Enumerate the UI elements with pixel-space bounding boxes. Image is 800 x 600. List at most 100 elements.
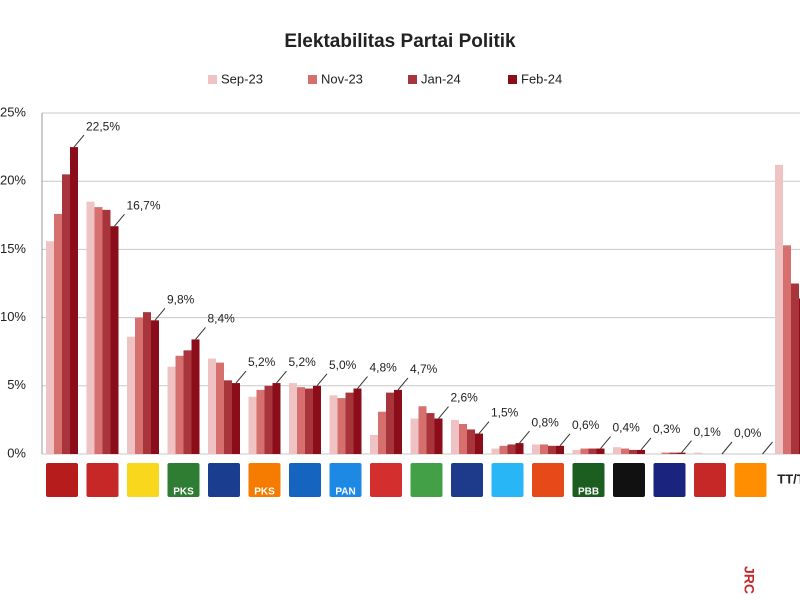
- bar: [264, 385, 273, 454]
- bar: [459, 423, 467, 454]
- bar: [791, 283, 799, 454]
- x-tick-label: PKS: [254, 487, 275, 498]
- label-leader: [235, 370, 247, 384]
- bar: [386, 392, 394, 454]
- bar: [62, 174, 70, 454]
- watermark: JRC: [741, 566, 757, 594]
- label-leader: [276, 370, 287, 384]
- label-leader: [357, 376, 368, 389]
- bar: [613, 447, 621, 454]
- label-leader: [438, 406, 449, 419]
- bar: [637, 449, 645, 454]
- value-label: 4,7%: [410, 362, 438, 376]
- party-logo: [613, 463, 645, 497]
- value-label: 5,2%: [248, 355, 276, 369]
- value-label: 8,4%: [208, 312, 236, 326]
- party-logo: [532, 463, 564, 497]
- value-label: 9,8%: [167, 292, 195, 306]
- value-label: 5,0%: [329, 358, 357, 372]
- value-label: 16,7%: [127, 198, 161, 212]
- bar: [572, 449, 581, 454]
- chart-title: Elektabilitas Partai Politik: [284, 31, 516, 52]
- bar: [248, 396, 257, 454]
- party-logo: [370, 463, 402, 497]
- y-tick-label: 0%: [7, 445, 26, 460]
- bar: [507, 444, 516, 454]
- label-leader: [681, 440, 692, 453]
- label-leader: [195, 327, 206, 340]
- legend-swatch: [208, 75, 217, 84]
- bar: [135, 317, 143, 454]
- legend-label: Feb-24: [521, 71, 562, 86]
- legend-label: Sep-23: [221, 71, 263, 86]
- y-tick-label: 10%: [0, 309, 26, 324]
- bar: [353, 388, 362, 454]
- bar: [183, 350, 192, 454]
- party-logo: [289, 463, 321, 497]
- bar: [588, 448, 597, 454]
- bar: [216, 362, 224, 454]
- bar: [313, 385, 321, 454]
- value-label: 0,1%: [694, 425, 722, 439]
- label-leader: [600, 436, 611, 449]
- bar: [94, 207, 103, 454]
- value-label: 2,6%: [451, 391, 479, 405]
- bar: [329, 395, 338, 454]
- bar: [256, 389, 265, 454]
- y-tick-label: 25%: [0, 104, 26, 119]
- bar: [46, 241, 54, 454]
- party-logo: [208, 463, 240, 497]
- legend-label: Jan-24: [421, 71, 461, 86]
- bar: [378, 411, 386, 454]
- bar: [272, 383, 281, 454]
- bar: [556, 445, 564, 454]
- bar: [661, 452, 670, 454]
- bar: [54, 213, 62, 454]
- party-logo: [248, 463, 281, 497]
- value-label: 0,8%: [532, 415, 560, 429]
- value-label: 4,8%: [370, 361, 398, 375]
- label-leader: [397, 377, 409, 391]
- bar: [694, 452, 702, 454]
- bar: [191, 339, 200, 454]
- x-tick-label: TT/T: [777, 471, 800, 486]
- label-leader: [316, 373, 328, 387]
- bar: [669, 452, 678, 454]
- bar: [621, 448, 629, 454]
- bar: [394, 389, 402, 454]
- party-logo: [329, 463, 362, 497]
- value-label: 0,4%: [613, 421, 641, 435]
- bar: [102, 209, 111, 454]
- bar: [677, 452, 686, 454]
- bar: [305, 388, 313, 454]
- bar: [110, 226, 119, 454]
- bar: [467, 429, 475, 454]
- party-logo: [86, 463, 119, 497]
- bar: [426, 413, 435, 454]
- x-tick-label: PBB: [578, 487, 599, 498]
- party-logo: [167, 463, 200, 497]
- bar: [491, 448, 500, 454]
- label-leader: [762, 441, 773, 455]
- bar: [499, 445, 508, 454]
- party-logo: [572, 463, 605, 497]
- legend-swatch: [308, 75, 317, 84]
- bar: [70, 147, 78, 454]
- bar: [127, 336, 135, 454]
- party-logo: [127, 463, 159, 497]
- bar: [175, 355, 184, 454]
- y-tick-label: 15%: [0, 241, 26, 256]
- value-label: 0,3%: [653, 422, 681, 436]
- bar: [596, 448, 605, 454]
- bar: [151, 320, 159, 454]
- bar: [783, 245, 791, 454]
- bar: [224, 380, 232, 454]
- bar: [143, 312, 151, 454]
- bar: [629, 449, 637, 454]
- bar: [232, 383, 240, 454]
- y-tick-label: 5%: [7, 377, 26, 392]
- bar: [775, 164, 783, 454]
- label-leader: [114, 213, 125, 227]
